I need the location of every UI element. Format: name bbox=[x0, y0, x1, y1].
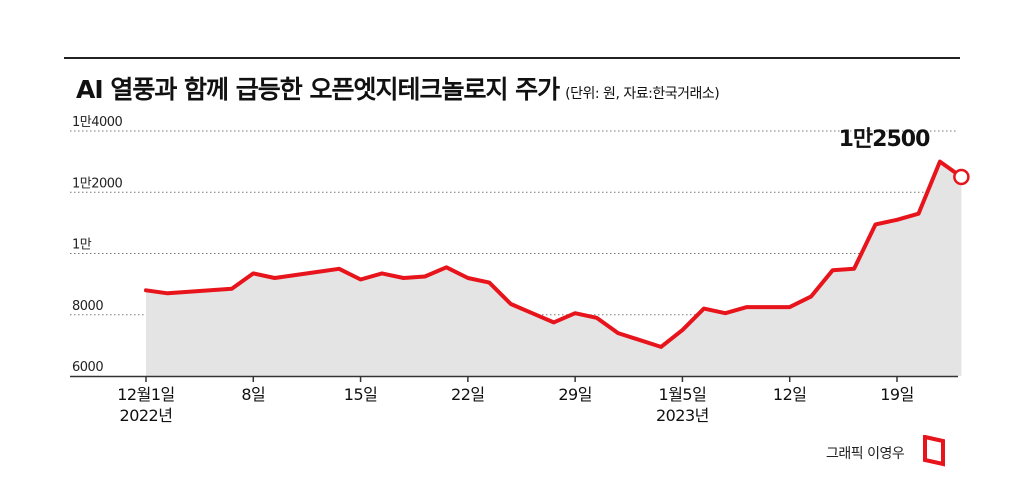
y-tick-label: 1만4000 bbox=[72, 115, 123, 130]
x-tick-label: 19일 bbox=[880, 385, 914, 404]
x-tick-year-label: 2022년 bbox=[120, 406, 173, 425]
y-tick-label: 1만2000 bbox=[72, 176, 123, 191]
last-price-marker bbox=[953, 168, 970, 186]
x-tick-labels: 12월1일 2022년 8일 15일 22일 29일 1월5일 2023년 12일 19일 bbox=[117, 385, 914, 425]
chart-title-block: AI 열풍과 함께 급등한 오픈엣지테크놀로지 주가 (단위: 원, 자료:한국거… bbox=[76, 70, 720, 106]
graphic-credit: 그래픽 이영우 bbox=[826, 446, 905, 462]
x-tick-label: 15일 bbox=[344, 385, 378, 404]
annotation-layer: 1만2500 bbox=[839, 127, 970, 186]
x-tick-label: 22일 bbox=[451, 385, 485, 404]
top-rule bbox=[64, 57, 960, 59]
last-price-label: 1만2500 bbox=[839, 127, 930, 152]
x-tick-label: 29일 bbox=[558, 385, 592, 404]
y-tick-label: 1만 bbox=[72, 238, 92, 253]
x-tick-label: 12일 bbox=[773, 385, 807, 404]
price-line bbox=[144, 159, 964, 349]
x-tick-year-label: 2023년 bbox=[656, 406, 709, 425]
chart-title: AI 열풍과 함께 급등한 오픈엣지테크놀로지 주가 bbox=[76, 75, 560, 104]
x-axis bbox=[70, 375, 958, 382]
chart-subtitle: (단위: 원, 자료:한국거래소) bbox=[565, 86, 720, 102]
x-tick-label: 12월1일 bbox=[117, 385, 174, 404]
x-tick-label: 1월5일 bbox=[659, 385, 707, 404]
price-area-layer bbox=[146, 161, 962, 376]
price-line-layer bbox=[144, 159, 964, 349]
y-tick-label: 6000 bbox=[72, 360, 103, 375]
price-area bbox=[146, 161, 962, 376]
publisher-logo-icon bbox=[923, 435, 945, 467]
y-tick-labels: 6000 8000 1만 1만2000 1만4000 bbox=[72, 115, 123, 375]
y-tick-label: 8000 bbox=[72, 299, 103, 314]
x-tick-label: 8일 bbox=[241, 385, 265, 404]
